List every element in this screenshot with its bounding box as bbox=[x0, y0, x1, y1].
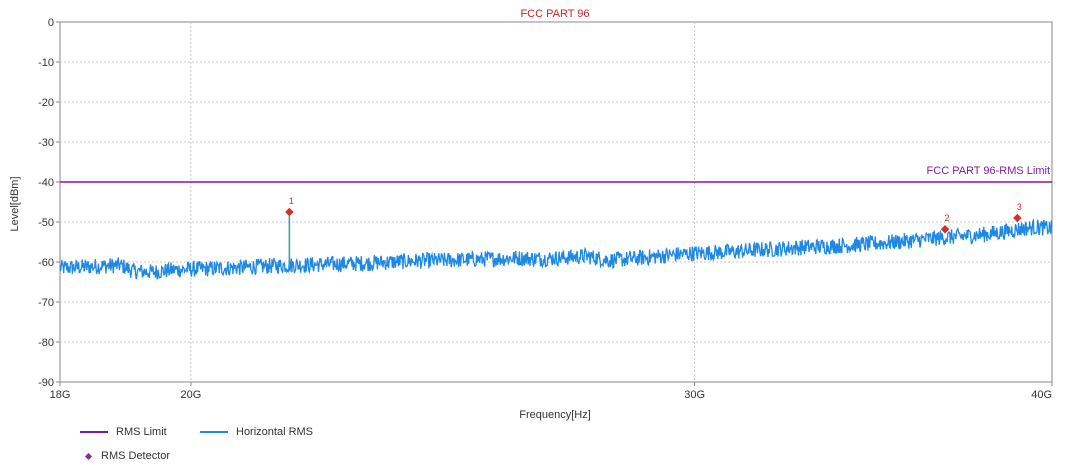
marker-label: 1 bbox=[289, 196, 294, 206]
marker-label: 2 bbox=[945, 213, 950, 223]
y-tick-label: -70 bbox=[38, 297, 54, 309]
legend-item-rms-detector: RMS Detector bbox=[80, 450, 170, 462]
y-tick-label: -80 bbox=[38, 337, 54, 349]
y-tick-label: -50 bbox=[38, 217, 54, 229]
legend-label: Horizontal RMS bbox=[236, 426, 314, 438]
legend-item-rms-limit: RMS Limit bbox=[80, 426, 167, 438]
x-tick-label: 18G bbox=[50, 389, 71, 401]
legend-item-horizontal-rms: Horizontal RMS bbox=[200, 426, 313, 438]
chart-title: FCC PART 96 bbox=[520, 8, 589, 20]
x-tick-label: 40G bbox=[1031, 389, 1052, 401]
y-tick-label: -60 bbox=[38, 257, 54, 269]
plot-area bbox=[59, 21, 1053, 383]
detector-marker bbox=[285, 207, 294, 217]
x-tick-label: 30G bbox=[684, 389, 705, 401]
legend-label: RMS Detector bbox=[101, 450, 171, 462]
legend-diamond-swatch bbox=[84, 452, 93, 460]
y-tick-label: -40 bbox=[38, 177, 54, 189]
y-tick-label: 0 bbox=[48, 17, 54, 29]
legend-line-swatch bbox=[200, 431, 228, 433]
limit-line-label: FCC PART 96-RMS Limit bbox=[927, 165, 1050, 177]
legend-line-swatch bbox=[80, 431, 108, 433]
y-tick-label: -10 bbox=[38, 57, 54, 69]
marker-label: 3 bbox=[1017, 202, 1022, 212]
series-layer bbox=[59, 212, 1053, 280]
y-tick-label: -30 bbox=[38, 137, 54, 149]
y-tick-label: -20 bbox=[38, 97, 54, 109]
x-tick-label: 20G bbox=[180, 389, 201, 401]
x-axis-label: Frequency[Hz] bbox=[519, 409, 591, 421]
limit-layer: FCC PART 96-RMS Limit bbox=[60, 165, 1052, 183]
legend-label: RMS Limit bbox=[116, 426, 167, 438]
y-axis-label: Level[dBm] bbox=[9, 176, 21, 231]
y-tick-label: -90 bbox=[38, 377, 54, 389]
horizontal-rms-trace bbox=[59, 217, 1053, 280]
